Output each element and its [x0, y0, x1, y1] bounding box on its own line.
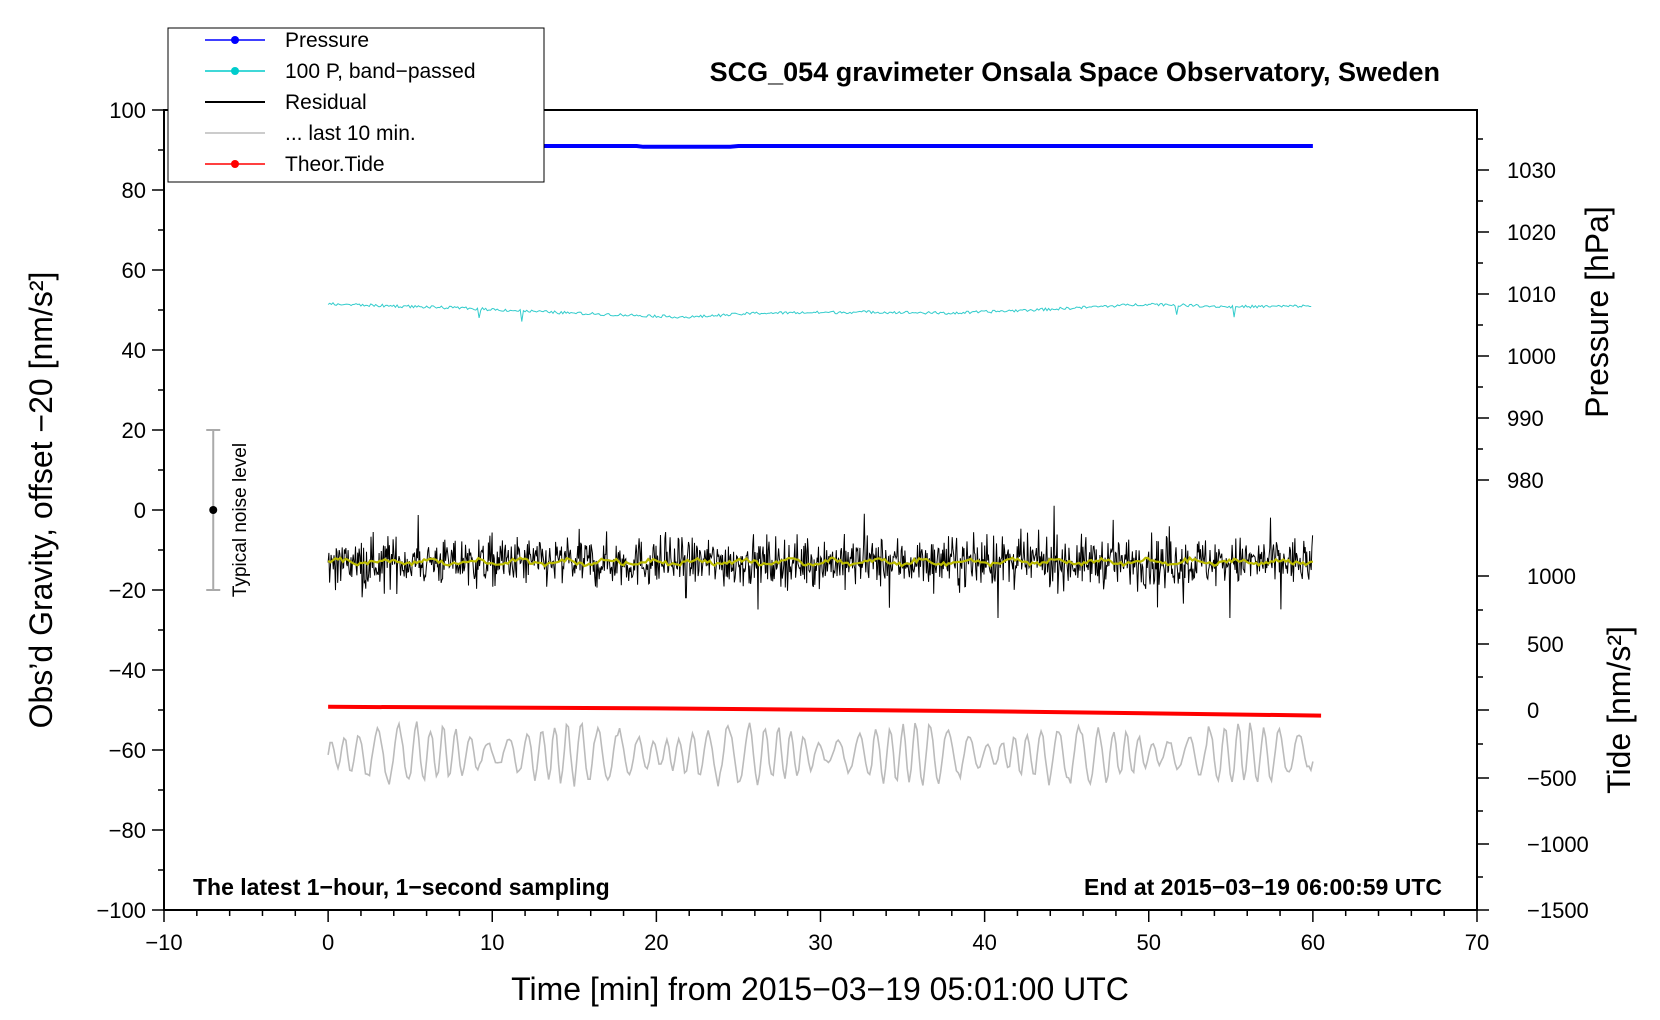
legend-marker: [231, 36, 239, 44]
y-tick-label: 20: [122, 418, 146, 443]
x-axis-label: Time [min] from 2015−03−19 05:01:00 UTC: [511, 971, 1129, 1007]
x-tick-label: 0: [322, 930, 334, 955]
x-tick-label: −10: [145, 930, 182, 955]
tide-tick-label: 1000: [1527, 564, 1576, 589]
last-10-min-line: [327, 720, 1314, 787]
tide-tick-label: −500: [1527, 766, 1577, 791]
y-axis-label-pressure: Pressure [hPa]: [1579, 206, 1615, 418]
x-tick-label: 50: [1137, 930, 1161, 955]
legend-box: [167, 27, 545, 183]
legend: Pressure 100 P, band−passed Residual ... la…: [167, 27, 545, 183]
x-tick-label: 20: [644, 930, 668, 955]
pressure-tick-label: 980: [1507, 468, 1544, 493]
pressure-tick-label: 1030: [1507, 158, 1556, 183]
y-tick-label: 0: [134, 498, 146, 523]
sampling-note: The latest 1−hour, 1−second sampling: [193, 874, 610, 900]
noise-level-label: Typical noise level: [230, 443, 251, 597]
tide-tick-label: 0: [1527, 698, 1539, 723]
legend-label: Pressure: [285, 29, 369, 52]
axes-layer: −10 0 10 20 30 40 50 60 70100806040200−20−40−60−…: [96, 98, 1588, 955]
y-axis-label-tide: Tide [nm/s²]: [1601, 626, 1637, 794]
tide-tick-label: −1500: [1527, 898, 1589, 923]
tide-tick-label: 500: [1527, 632, 1564, 657]
legend-label: ... last 10 min.: [285, 122, 416, 145]
chart-title: SCG_054 gravimeter Onsala Space Observat…: [710, 57, 1440, 87]
plot-frame: [163, 109, 1478, 911]
y-tick-label: −20: [109, 578, 146, 603]
legend-label: 100 P, band−passed: [285, 60, 476, 83]
band-passed-line: [327, 302, 1312, 322]
legend-marker: [231, 67, 239, 75]
noise-center-dot: [209, 506, 218, 514]
legend-marker: [231, 160, 239, 168]
x-tick-label: 60: [1301, 930, 1325, 955]
x-tick-label: 30: [808, 930, 832, 955]
y-tick-label: 80: [122, 178, 146, 203]
x-tick-label: 40: [972, 930, 996, 955]
y-tick-label: −60: [109, 738, 146, 763]
pressure-line: [328, 144, 1313, 149]
y-tick-label: 60: [122, 258, 146, 283]
noise-indicator: Typical noise level: [206, 429, 251, 597]
y-tick-label: 40: [122, 338, 146, 363]
residual-smoothed-line: [327, 555, 1313, 568]
legend-label: Residual: [285, 91, 367, 114]
pressure-tick-label: 1000: [1507, 344, 1556, 369]
end-time-note: End at 2015−03−19 06:00:59 UTC: [1084, 874, 1442, 900]
x-tick-label: 10: [480, 930, 504, 955]
y-axis-label-left: Obs’d Gravity, offset −20 [nm/s²]: [23, 272, 59, 729]
plot-data-layer: [327, 144, 1322, 787]
y-tick-label: −40: [109, 658, 146, 683]
x-tick-label: 70: [1465, 930, 1489, 955]
theor-tide-line: [328, 704, 1322, 718]
y-tick-label: 100: [109, 98, 146, 123]
legend-label: Theor.Tide: [285, 153, 385, 176]
pressure-tick-label: 1020: [1507, 220, 1556, 245]
tide-tick-label: −1000: [1527, 832, 1589, 857]
y-tick-label: −80: [109, 818, 146, 843]
pressure-tick-label: 1010: [1507, 282, 1556, 307]
y-tick-label: −100: [96, 898, 146, 923]
pressure-tick-label: 990: [1507, 406, 1544, 431]
